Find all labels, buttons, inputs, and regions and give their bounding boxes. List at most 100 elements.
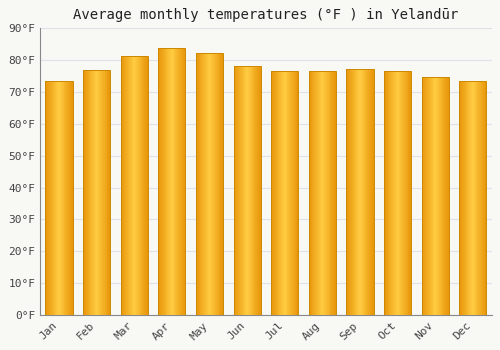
Bar — [284, 71, 286, 315]
Bar — [197, 53, 198, 315]
Bar — [46, 81, 48, 315]
Bar — [67, 81, 68, 315]
Bar — [372, 69, 374, 315]
Bar — [174, 48, 176, 315]
Bar — [128, 56, 129, 315]
Bar — [461, 82, 462, 315]
Bar — [390, 71, 392, 315]
Bar — [220, 53, 221, 315]
Bar — [273, 71, 274, 315]
Bar — [460, 82, 486, 315]
Bar — [144, 56, 145, 315]
Bar — [315, 71, 316, 315]
Bar — [364, 69, 366, 315]
Bar — [124, 56, 125, 315]
Bar — [388, 71, 390, 315]
Bar — [101, 70, 102, 315]
Bar — [438, 77, 439, 315]
Bar — [146, 56, 147, 315]
Bar — [62, 81, 64, 315]
Bar — [160, 48, 161, 315]
Bar — [422, 77, 424, 315]
Bar — [319, 71, 320, 315]
Bar — [392, 71, 393, 315]
Bar — [248, 66, 249, 315]
Bar — [250, 66, 252, 315]
Bar — [317, 71, 318, 315]
Bar — [384, 71, 411, 315]
Bar — [482, 82, 483, 315]
Bar — [293, 71, 294, 315]
Bar — [100, 70, 101, 315]
Bar — [147, 56, 148, 315]
Bar — [346, 69, 374, 315]
Bar — [274, 71, 275, 315]
Bar — [163, 48, 164, 315]
Bar — [206, 53, 207, 315]
Bar — [169, 48, 170, 315]
Bar — [448, 77, 449, 315]
Bar — [259, 66, 260, 315]
Bar — [362, 69, 364, 315]
Bar — [244, 66, 246, 315]
Bar — [324, 71, 325, 315]
Bar — [102, 70, 103, 315]
Bar — [222, 53, 223, 315]
Bar — [239, 66, 240, 315]
Bar — [286, 71, 288, 315]
Bar — [384, 71, 385, 315]
Bar — [51, 81, 52, 315]
Bar — [483, 82, 484, 315]
Bar — [434, 77, 435, 315]
Bar — [366, 69, 367, 315]
Bar — [436, 77, 437, 315]
Bar — [272, 71, 273, 315]
Bar — [358, 69, 359, 315]
Bar — [246, 66, 247, 315]
Bar — [427, 77, 428, 315]
Bar — [242, 66, 244, 315]
Bar — [349, 69, 350, 315]
Bar — [320, 71, 322, 315]
Bar — [108, 70, 110, 315]
Bar — [356, 69, 358, 315]
Bar — [398, 71, 400, 315]
Bar — [240, 66, 241, 315]
Bar — [172, 48, 173, 315]
Bar — [333, 71, 334, 315]
Bar — [140, 56, 141, 315]
Bar — [327, 71, 328, 315]
Bar — [56, 81, 57, 315]
Bar — [352, 69, 353, 315]
Bar — [83, 70, 84, 315]
Bar — [422, 77, 449, 315]
Bar — [158, 48, 186, 315]
Bar — [214, 53, 215, 315]
Bar — [469, 82, 470, 315]
Bar — [93, 70, 94, 315]
Bar — [125, 56, 126, 315]
Bar — [394, 71, 395, 315]
Bar — [70, 81, 72, 315]
Bar — [476, 82, 478, 315]
Bar — [106, 70, 108, 315]
Bar — [256, 66, 257, 315]
Bar — [474, 82, 476, 315]
Bar — [258, 66, 259, 315]
Bar — [462, 82, 463, 315]
Bar — [430, 77, 432, 315]
Bar — [234, 66, 260, 315]
Bar — [203, 53, 204, 315]
Bar — [346, 69, 348, 315]
Bar — [439, 77, 440, 315]
Bar — [435, 77, 436, 315]
Bar — [408, 71, 410, 315]
Bar — [181, 48, 182, 315]
Bar — [318, 71, 319, 315]
Bar — [129, 56, 130, 315]
Bar — [473, 82, 474, 315]
Bar — [326, 71, 327, 315]
Bar — [330, 71, 332, 315]
Bar — [464, 82, 466, 315]
Bar — [236, 66, 237, 315]
